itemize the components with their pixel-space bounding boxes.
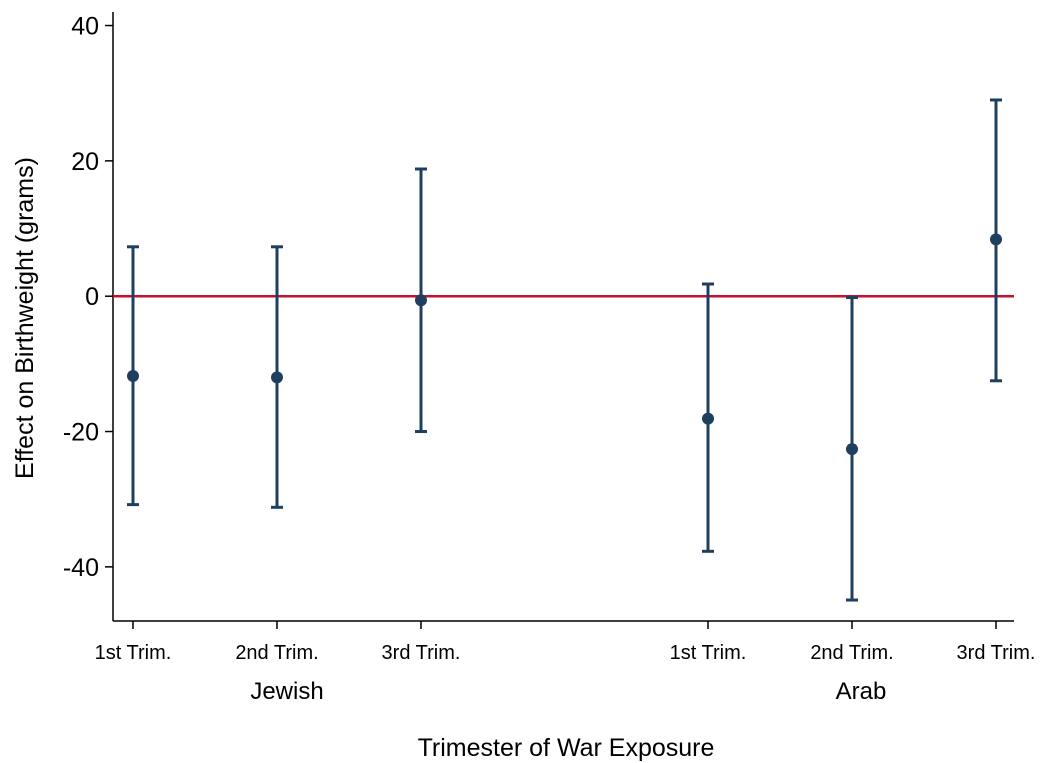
group-label: Arab (836, 678, 887, 705)
x-tick-label: 1st Trim. (95, 642, 172, 664)
point-estimate (415, 294, 427, 307)
y-tick-label: 40 (71, 13, 99, 41)
y-tick-label: 20 (71, 148, 99, 176)
axes: -40 -20 0 20 40 1st Trim. 2nd Trim. 3rd Trim. Je… (63, 12, 1036, 705)
y-tick-label: -40 (63, 554, 99, 582)
data-marks (127, 98, 1002, 602)
x-axis-title: Trimester of War Exposure (418, 734, 715, 762)
point-estimate (127, 370, 139, 383)
x-tick-label: 2nd Trim. (235, 642, 318, 664)
x-tick-label: 3rd Trim. (957, 642, 1036, 664)
y-tick-label: -20 (63, 419, 99, 447)
axis-labels: Trimester of War Exposure Effect on Birt… (11, 157, 714, 762)
group-label: Jewish (250, 678, 323, 705)
x-tick-label: 1st Trim. (670, 642, 747, 664)
y-tick-label: 0 (85, 283, 99, 311)
x-tick-label: 3rd Trim. (382, 642, 461, 664)
point-estimate (846, 443, 858, 456)
x-tick-label: 2nd Trim. (810, 642, 893, 664)
point-estimate (271, 371, 283, 384)
point-estimate (702, 412, 714, 425)
y-axis-title: Effect on Birthweight (grams) (11, 157, 39, 479)
point-estimate (990, 233, 1002, 246)
